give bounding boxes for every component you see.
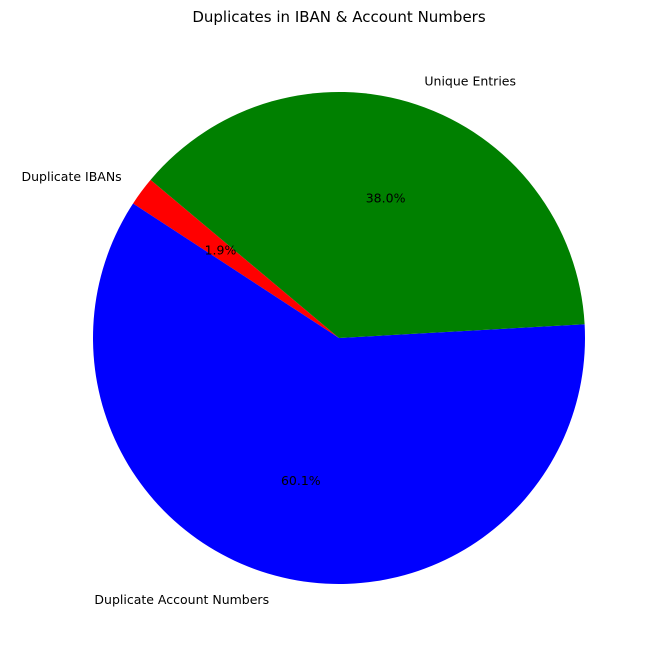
pie-slice-unique-entries <box>150 91 585 338</box>
pie-slice-duplicate-ibans <box>133 179 339 338</box>
pie-labels: 1.9% Duplicate IBANs 60.1% Duplicate Accoun… <box>21 74 516 607</box>
chart-title: Duplicates in IBAN & Account Numbers <box>192 8 486 26</box>
slice-label-duplicate-ibans: Duplicate IBANs <box>21 169 121 184</box>
slice-label-unique-entries: Unique Entries <box>424 74 516 89</box>
pie-slices <box>93 91 586 584</box>
pie-slice-duplicate-account-numbers <box>93 203 586 584</box>
pct-label-unique-entries: 38.0% <box>366 190 406 205</box>
pct-label-duplicate-ibans: 1.9% <box>205 243 237 258</box>
pct-label-duplicate-account-numbers: 60.1% <box>281 473 321 488</box>
slice-label-duplicate-account-numbers: Duplicate Account Numbers <box>94 592 269 607</box>
